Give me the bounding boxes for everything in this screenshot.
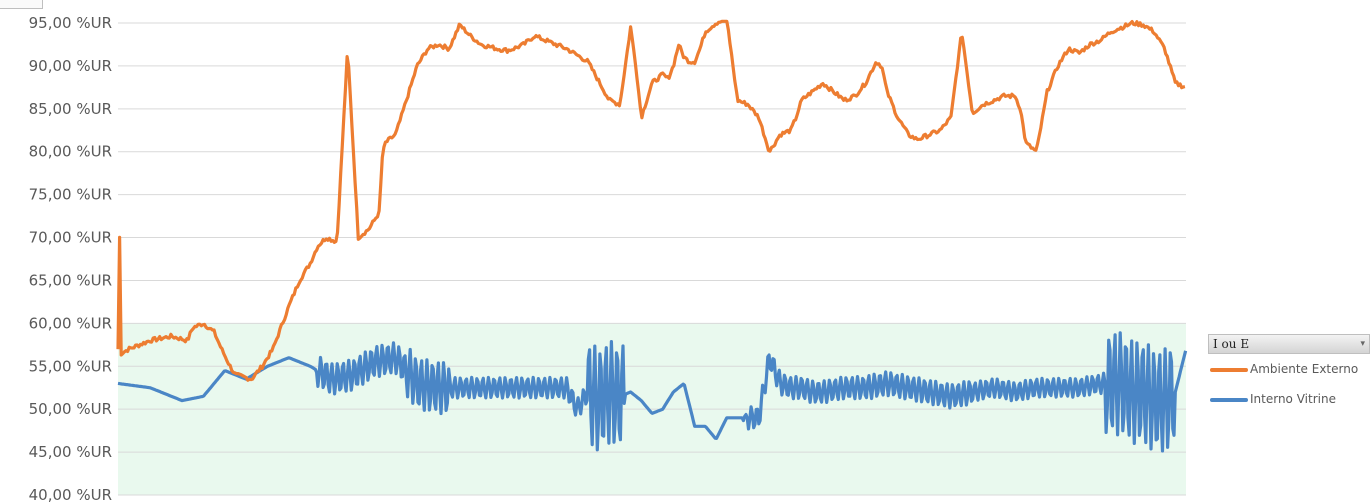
y-tick-label: 95,00 %UR — [29, 14, 112, 32]
y-tick-label: 80,00 %UR — [29, 143, 112, 161]
legend-title: I ou E — [1213, 337, 1250, 351]
y-tick-label: 50,00 %UR — [29, 400, 112, 418]
y-tick-label: 65,00 %UR — [29, 271, 112, 289]
legend-filter-header[interactable]: I ou E ▾ — [1208, 334, 1370, 354]
y-tick-label: 75,00 %UR — [29, 186, 112, 204]
legend: I ou E ▾ Ambiente Externo Interno Vitrin… — [1208, 334, 1370, 414]
legend-swatch-blue — [1210, 398, 1248, 402]
legend-item-interno-vitrine: Interno Vitrine — [1208, 392, 1370, 414]
legend-label: Interno Vitrine — [1250, 392, 1336, 406]
y-tick-label: 45,00 %UR — [29, 443, 112, 461]
y-tick-label: 40,00 %UR — [29, 486, 112, 502]
series-line-ambiente-externo — [116, 19, 1186, 382]
legend-item-ambiente-externo: Ambiente Externo — [1208, 362, 1370, 384]
y-tick-label: 55,00 %UR — [29, 357, 112, 375]
y-tick-label: 70,00 %UR — [29, 229, 112, 247]
y-tick-label: 90,00 %UR — [29, 57, 112, 75]
y-tick-label: 85,00 %UR — [29, 100, 112, 118]
series-line-interno-vitrine — [117, 331, 1188, 453]
corner-tab — [0, 0, 43, 9]
y-tick-label: 60,00 %UR — [29, 314, 112, 332]
legend-swatch-orange — [1210, 368, 1248, 372]
dropdown-arrow-icon[interactable]: ▾ — [1360, 339, 1365, 349]
legend-label: Ambiente Externo — [1250, 362, 1359, 376]
